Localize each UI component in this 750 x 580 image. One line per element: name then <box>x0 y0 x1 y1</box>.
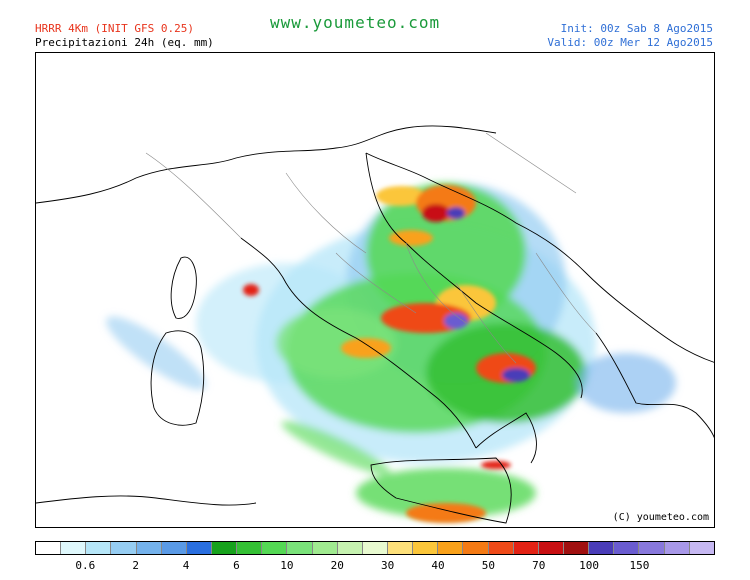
regional-borders <box>145 132 597 364</box>
legend-swatch <box>312 542 338 554</box>
legend-tick-label: 4 <box>182 559 190 572</box>
color-legend <box>35 541 715 555</box>
legend-swatch <box>86 542 112 554</box>
legend-swatch <box>262 542 288 554</box>
legend-tick-label: 150 <box>629 559 650 572</box>
legend-swatch <box>488 542 514 554</box>
precipitation-maxima <box>243 185 536 523</box>
legend-swatch <box>538 542 564 554</box>
legend-swatch <box>413 542 439 554</box>
legend-swatch <box>237 542 263 554</box>
legend-swatch <box>664 542 690 554</box>
legend-swatch <box>614 542 640 554</box>
legend-tick-label: 40 <box>431 559 445 572</box>
legend-swatch <box>211 542 238 554</box>
legend-swatch <box>36 542 62 554</box>
legend-tick-label: 6 <box>233 559 240 572</box>
legend-tick-label: 20 <box>330 559 344 572</box>
legend-swatch <box>639 542 665 554</box>
legend-tick-label: 2 <box>132 559 140 572</box>
copyright-notice: (C) youmeteo.com <box>612 512 709 523</box>
legend-swatch <box>337 542 363 554</box>
legend-swatch <box>689 542 714 554</box>
legend-swatch <box>513 542 539 554</box>
legend-tick-label: 100 <box>579 559 599 572</box>
legend-swatch <box>463 542 489 554</box>
legend-tick-label: 10 <box>280 559 294 572</box>
precipitation-map: (C) youmeteo.com <box>35 52 715 528</box>
legend-swatch <box>563 542 590 554</box>
legend-tick-label: 70 <box>532 559 546 572</box>
valid-time: Valid: 00z Mer 12 Ago2015 <box>547 36 713 49</box>
legend-swatch <box>362 542 388 554</box>
legend-swatch <box>387 542 414 554</box>
legend-swatch <box>438 542 464 554</box>
field-title: Precipitazioni 24h (eq. mm) <box>35 36 214 49</box>
legend-tick-label: 0.6 <box>75 559 96 572</box>
legend-tick-label: 30 <box>380 559 395 572</box>
site-url[interactable]: www.youmeteo.com <box>270 13 441 32</box>
legend-swatch <box>161 542 187 554</box>
legend-swatch <box>589 542 615 554</box>
legend-swatch <box>287 542 313 554</box>
coastlines <box>36 125 714 524</box>
legend-ticks: 0.6 2 4 6 10 20 30 40 50 70 100 150 <box>35 559 715 573</box>
legend-swatch <box>111 542 137 554</box>
legend-tick-label: 50 <box>481 559 495 572</box>
legend-swatch <box>61 542 87 554</box>
legend-swatch <box>136 542 162 554</box>
legend-swatch <box>186 542 212 554</box>
init-time: Init: 00z Sab 8 Ago2015 <box>560 22 713 35</box>
model-title: HRRR 4Km (INIT GFS 0.25) <box>35 22 194 35</box>
